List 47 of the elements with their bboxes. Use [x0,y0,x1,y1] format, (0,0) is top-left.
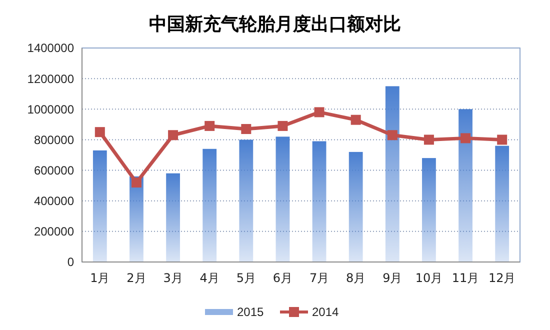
y-tick-label: 400000 [34,194,74,208]
point [460,133,471,144]
y-tick-label: 200000 [34,224,74,239]
x-tick-label: 3月 [163,271,183,285]
x-tick-label: 9月 [382,271,402,285]
x-tick-label: 12月 [488,271,516,285]
x-tick-label: 8月 [346,271,366,285]
x-tick-label: 10月 [415,271,443,285]
point [278,120,288,131]
y-tick-label: 0 [67,255,74,270]
bar [458,109,472,262]
bar [495,146,510,262]
x-tick-label: 5月 [236,271,256,285]
y-tick-label: 600000 [34,163,74,178]
y-tick-label: 1200000 [27,72,74,86]
bar [239,140,254,262]
bar [385,86,400,262]
x-tick-label: 4月 [200,271,220,285]
bar [166,173,180,262]
y-tick-label: 800000 [34,132,74,147]
x-tick-label: 2月 [126,271,146,285]
y-tick-label: 1000000 [27,102,74,116]
point [314,107,324,118]
x-tick-label: 7月 [309,271,330,285]
x-tick-label: 6月 [272,271,293,285]
bar [312,141,326,262]
point [94,127,105,138]
point [424,134,434,145]
bar [422,158,436,262]
legend-label: 2014 [312,305,340,320]
point [387,130,398,140]
point [168,130,178,140]
point [350,114,361,125]
bar [276,136,290,262]
x-tick-label: 11月 [452,271,480,285]
point [497,134,508,145]
point [131,178,142,188]
bar [348,152,363,262]
legend-label: 2015 [237,305,264,320]
point [204,120,215,131]
bar [130,176,144,262]
bar [92,150,107,262]
chart-title: 中国新充气轮胎月度出口额对比 [149,14,401,35]
point [241,124,252,134]
x-tick-label: 1月 [90,271,110,285]
bar [202,148,217,262]
y-tick-label: 1400000 [27,41,74,56]
